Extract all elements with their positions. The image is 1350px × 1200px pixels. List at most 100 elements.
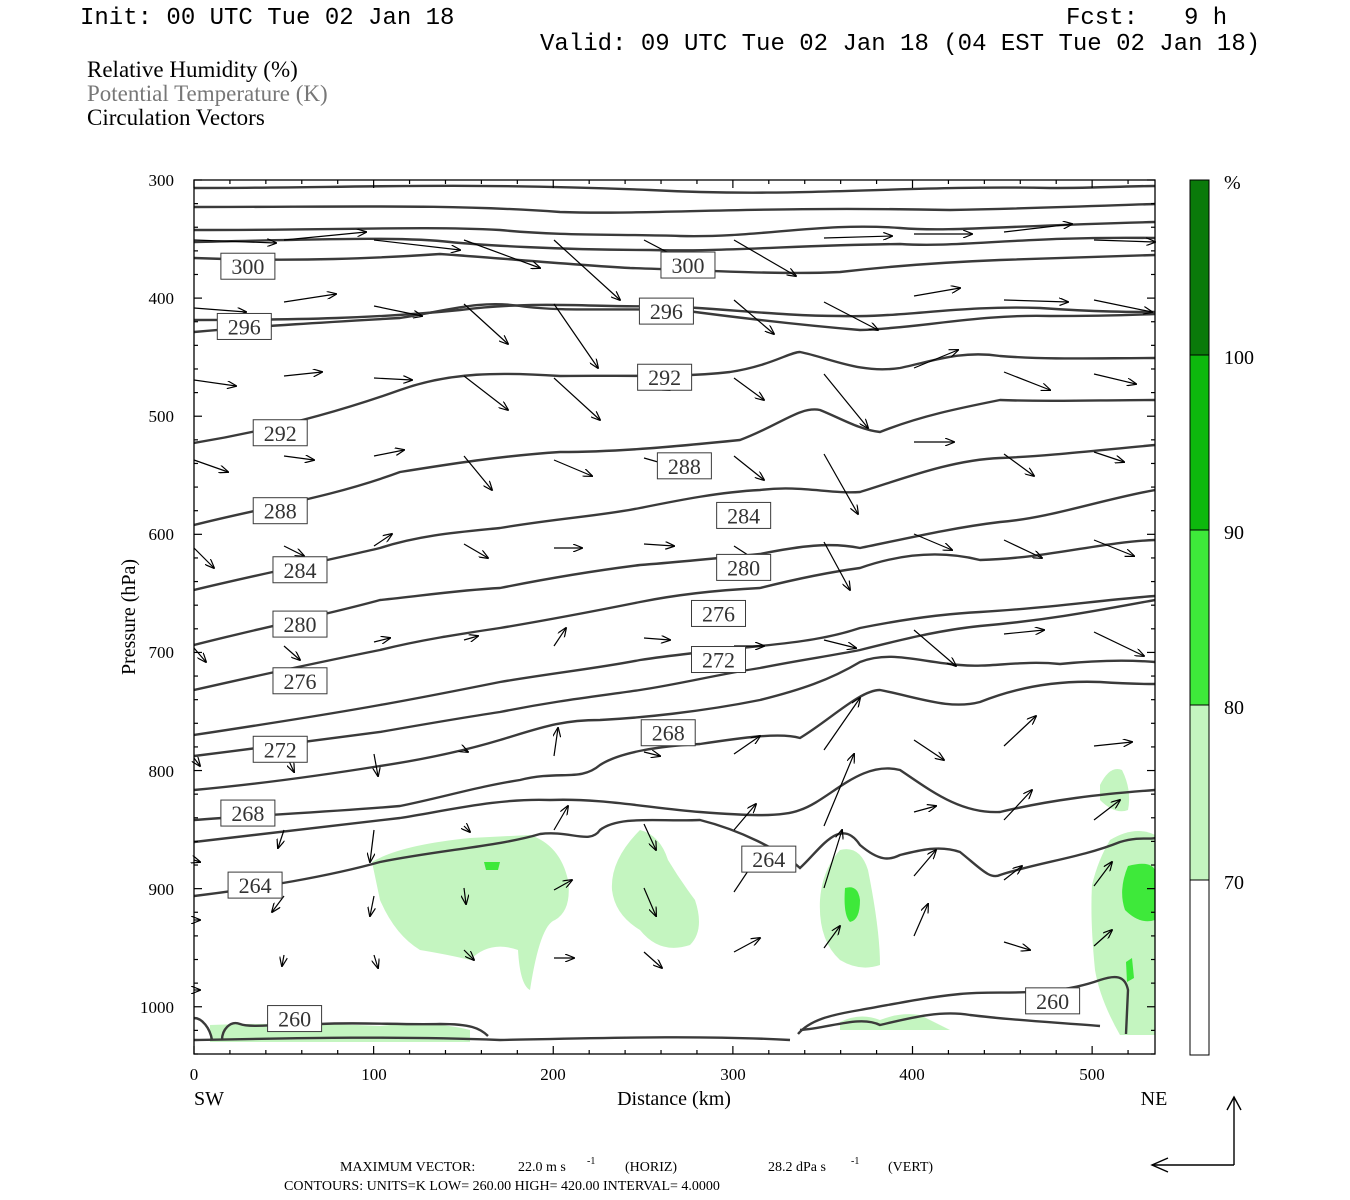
circulation-vector xyxy=(373,450,404,457)
rh-area xyxy=(611,830,699,948)
colorbar-bin xyxy=(1189,704,1210,881)
circulation-vector xyxy=(463,949,474,960)
field-vectors: Circulation Vectors xyxy=(87,105,265,130)
circulation-vector xyxy=(823,698,860,751)
y-tick-label: 300 xyxy=(149,171,175,190)
circulation-vector xyxy=(823,926,840,949)
rh-area-80 xyxy=(1126,958,1134,982)
circulation-vector xyxy=(823,639,856,648)
contour-label-box xyxy=(216,312,272,340)
circulation-vector xyxy=(823,236,892,238)
max-vert-value: 28.2 dPa s xyxy=(768,1160,826,1175)
contour-label-box xyxy=(716,501,772,529)
x-tick-label: 200 xyxy=(540,1065,566,1084)
colorbar-bin xyxy=(1189,529,1210,706)
valid-time: Valid: 09 UTC Tue 02 Jan 18 (04 EST Tue … xyxy=(540,31,1261,58)
contour-label-box xyxy=(637,363,693,391)
vert-unit: (VERT) xyxy=(888,1160,933,1175)
circulation-vector xyxy=(913,288,960,297)
theta-contour xyxy=(194,680,1155,822)
circulation-vector xyxy=(823,301,878,330)
circulation-vector xyxy=(283,294,336,303)
contour-label: 280 xyxy=(283,612,316,637)
circulation-vector xyxy=(193,308,246,312)
circulation-vectors xyxy=(194,224,1155,990)
circulation-vector xyxy=(463,636,478,640)
x-tick-label: 500 xyxy=(1079,1065,1105,1084)
circulation-vector xyxy=(913,850,936,877)
circulation-vector xyxy=(373,378,412,380)
footer-text: MAXIMUM VECTOR: 22.0 m s -1 (HORIZ) 28.2… xyxy=(284,1156,933,1194)
max-horiz-value: 22.0 m s xyxy=(518,1160,566,1175)
theta-contours xyxy=(194,184,1155,1042)
contour-label: 300 xyxy=(671,253,704,278)
circulation-vector xyxy=(733,239,796,276)
contour-label-box xyxy=(252,419,308,447)
circulation-vector xyxy=(463,543,488,558)
circulation-vector xyxy=(733,736,760,755)
circulation-vector xyxy=(913,350,958,369)
circulation-vector xyxy=(823,453,858,514)
theta-contour xyxy=(194,184,1155,194)
rh-area-80 xyxy=(844,887,860,922)
contour-label: 292 xyxy=(648,365,681,390)
y-tick-label: 700 xyxy=(149,643,175,662)
circulation-vector xyxy=(283,456,314,460)
axis-ticks xyxy=(193,179,1155,1055)
circulation-vector xyxy=(1003,716,1036,747)
circulation-vector xyxy=(553,806,568,831)
contour-label: 268 xyxy=(231,801,264,826)
x-tick-label: 400 xyxy=(899,1065,925,1084)
init-time: Init: 00 UTC Tue 02 Jan 18 xyxy=(80,5,455,32)
y-tick-label: 1000 xyxy=(140,998,174,1017)
circulation-vector xyxy=(1003,630,1044,634)
circulation-vector xyxy=(373,305,422,316)
circulation-vector xyxy=(1093,240,1155,242)
circulation-vector xyxy=(464,750,468,752)
ne-label: NE xyxy=(1141,1088,1168,1110)
contour-label: 300 xyxy=(231,254,264,279)
circulation-vector xyxy=(553,628,566,647)
theta-contour xyxy=(194,655,1155,792)
circulation-vector xyxy=(463,239,540,268)
circulation-vector xyxy=(283,232,366,241)
colorbar-bin xyxy=(1189,354,1210,531)
circulation-vector xyxy=(282,954,284,966)
circulation-vector xyxy=(553,303,598,368)
circulation-vector xyxy=(643,544,674,546)
x-tick-label: 100 xyxy=(361,1065,387,1084)
theta-contour xyxy=(194,236,1155,252)
circulation-vector xyxy=(1093,862,1112,887)
circulation-vector xyxy=(1003,300,1068,302)
circulation-vector xyxy=(1093,373,1136,384)
contour-label-box xyxy=(660,251,716,279)
circulation-vector xyxy=(553,880,572,891)
theta-contour xyxy=(194,443,1155,592)
circulation-vector xyxy=(913,629,956,666)
circulation-vector xyxy=(370,829,374,862)
x-tick-label: 0 xyxy=(190,1065,199,1084)
colorbar-label: 70 xyxy=(1224,872,1244,894)
circulation-vector xyxy=(1093,631,1144,656)
theta-contour xyxy=(194,398,1155,527)
x-axis-title: Distance (km) xyxy=(617,1088,731,1110)
theta-contour xyxy=(194,767,1155,844)
forecast-hour: 9 h xyxy=(1184,5,1228,32)
circulation-vector xyxy=(193,379,236,386)
contour-label: 260 xyxy=(1036,989,1069,1014)
contour-label: 296 xyxy=(650,299,683,324)
y-tick-label: 500 xyxy=(149,407,175,426)
contour-labels: 300 300 296 296 292 292 288 288 284 284 280 280 276 2… xyxy=(216,251,1081,1033)
field-theta: Potential Temperature (K) xyxy=(87,81,328,106)
contour-label: 292 xyxy=(264,421,297,446)
contour-label: 260 xyxy=(278,1007,311,1032)
circulation-vector xyxy=(1093,742,1132,746)
circulation-vector xyxy=(1093,299,1152,312)
contour-label-box xyxy=(267,1005,323,1033)
contour-label-box xyxy=(272,556,328,584)
contour-label-box xyxy=(252,497,308,525)
circulation-vector xyxy=(643,887,656,916)
circulation-vector xyxy=(283,645,300,660)
circulation-vector xyxy=(643,752,660,756)
